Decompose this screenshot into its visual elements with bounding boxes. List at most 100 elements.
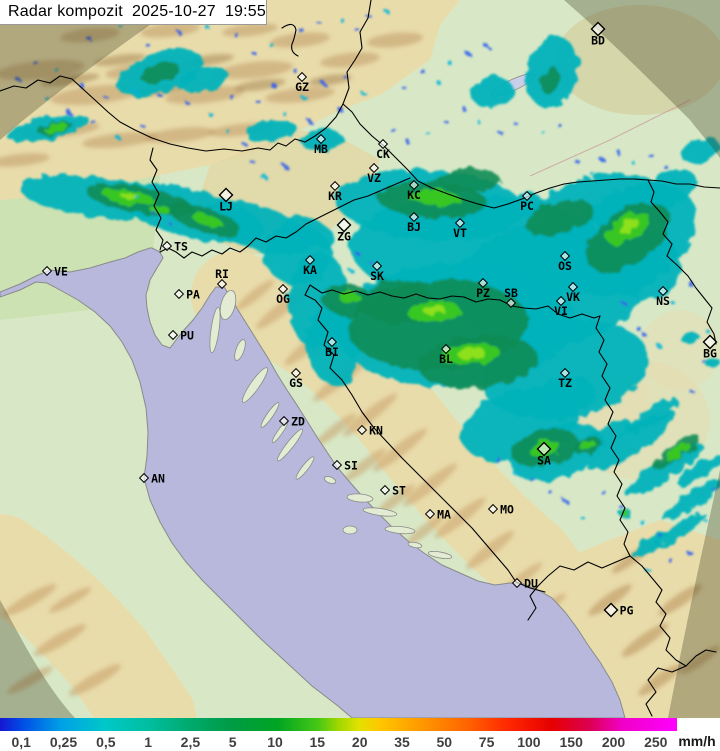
city-marker-gs: GS	[289, 367, 303, 390]
city-diamond-icon	[371, 260, 383, 272]
city-code-label: ZG	[337, 230, 351, 244]
city-code-label: GZ	[295, 80, 309, 94]
city-code-label: PU	[180, 329, 194, 343]
city-code-label: KC	[407, 188, 421, 202]
city-diamond-icon	[590, 21, 606, 37]
city-marker-zd: ZD	[278, 415, 305, 429]
legend-unit: mm/h	[678, 733, 715, 749]
city-marker-os: OS	[558, 250, 572, 273]
city-diamond-icon	[702, 334, 718, 350]
legend-tick: 15	[310, 734, 326, 750]
city-marker-du: DU	[511, 577, 538, 591]
city-diamond-icon	[336, 217, 352, 233]
city-diamond-icon	[424, 508, 436, 520]
city-marker-lj: LJ	[218, 187, 234, 214]
city-code-label: SA	[537, 454, 551, 468]
city-marker-kc: KC	[407, 179, 421, 202]
city-diamond-icon	[218, 187, 234, 203]
city-marker-an: AN	[138, 472, 165, 486]
city-code-label: VK	[566, 290, 580, 304]
city-diamond-icon	[41, 265, 53, 277]
city-diamond-icon	[559, 250, 571, 262]
city-code-label: MO	[500, 503, 514, 517]
city-marker-ve: VE	[41, 265, 68, 279]
city-code-label: BI	[325, 345, 339, 359]
city-marker-pz: PZ	[476, 277, 490, 300]
city-code-label: BD	[591, 34, 605, 48]
city-marker-ck: CK	[376, 138, 390, 161]
city-diamond-icon	[379, 484, 391, 496]
legend-tick: 0,1	[11, 734, 31, 750]
city-code-label: LJ	[219, 200, 233, 214]
city-diamond-icon	[559, 367, 571, 379]
city-marker-vz: VZ	[367, 162, 381, 185]
city-marker-pa: PA	[173, 288, 200, 302]
city-diamond-icon	[657, 285, 669, 297]
border-danube	[647, 179, 717, 345]
title-bar: Radar kompozit 2025-10-27 19:55	[0, 0, 267, 25]
city-code-label: MB	[314, 142, 328, 156]
city-code-label: VZ	[367, 171, 381, 185]
legend-tick: 20	[352, 734, 368, 750]
national-borders	[0, 0, 720, 717]
city-diamond-icon	[377, 138, 389, 150]
city-code-label: OG	[276, 292, 290, 306]
city-marker-sk: SK	[370, 260, 384, 283]
road-line	[529, 99, 691, 177]
city-diamond-icon	[138, 472, 150, 484]
border-montenegro-albania	[645, 665, 687, 717]
city-diamond-icon	[216, 278, 228, 290]
city-code-label: VE	[54, 265, 68, 279]
city-diamond-icon	[326, 336, 338, 348]
legend-tick: 1	[144, 734, 152, 750]
city-marker-pu: PU	[167, 329, 194, 343]
city-diamond-icon	[487, 503, 499, 515]
legend-ticks: 0,1 0,25 0,5 1 2,5 5 10 15 20 35 50 75 100 150 200 250	[11, 734, 667, 750]
city-code-label: GS	[289, 376, 303, 390]
border-bosnia-montenegro	[527, 555, 631, 621]
city-marker-sa: SA	[536, 441, 552, 468]
city-code-label: PG	[620, 604, 634, 618]
city-marker-mb: MB	[314, 133, 328, 156]
city-marker-kr: KR	[328, 180, 342, 203]
legend-tick: 250	[644, 734, 668, 750]
city-marker-tz: TZ	[558, 367, 572, 390]
city-marker-vk: VK	[566, 281, 580, 304]
border-slovenia-croatia	[159, 177, 411, 259]
city-diamond-icon	[603, 602, 619, 618]
border-curl	[281, 23, 299, 57]
legend-gradient-bar	[0, 718, 677, 731]
city-diamond-icon	[408, 179, 420, 191]
city-diamond-icon	[296, 71, 308, 83]
city-diamond-icon	[511, 577, 523, 589]
border-italy-slovenia	[149, 147, 164, 251]
map-title: Radar kompozit	[8, 3, 123, 20]
city-code-label: SB	[504, 286, 518, 300]
city-marker-vt: VT	[453, 217, 467, 240]
city-marker-gz: GZ	[295, 71, 309, 94]
city-code-label: NS	[656, 294, 670, 308]
city-marker-mo: MO	[487, 503, 514, 517]
city-code-label: ST	[392, 484, 406, 498]
city-code-label: VI	[554, 304, 568, 318]
city-code-label: OS	[558, 259, 572, 273]
city-marker-bg: BG	[702, 334, 718, 361]
city-marker-si: SI	[331, 459, 358, 473]
legend-tick: 150	[560, 734, 584, 750]
city-diamond-icon	[277, 283, 289, 295]
radar-echo-layer	[6, 10, 720, 571]
city-marker-sb: SB	[504, 286, 518, 309]
city-marker-zg: ZG	[336, 217, 352, 244]
legend-tick: 10	[267, 734, 283, 750]
city-diamond-icon	[161, 240, 173, 252]
legend-tick: 5	[229, 734, 237, 750]
city-diamond-icon	[368, 162, 380, 174]
legend-tick: 0,5	[96, 734, 116, 750]
cities-layer: GZ MB CK VZ KR KC PC BD LJ ZG BJ VT TS VE KA SK OS PZ SB VK…	[41, 21, 718, 618]
city-diamond-icon	[521, 190, 533, 202]
city-diamond-icon	[329, 180, 341, 192]
city-code-label: ZD	[291, 415, 305, 429]
city-marker-ma: MA	[424, 508, 451, 522]
city-diamond-icon	[567, 281, 579, 293]
